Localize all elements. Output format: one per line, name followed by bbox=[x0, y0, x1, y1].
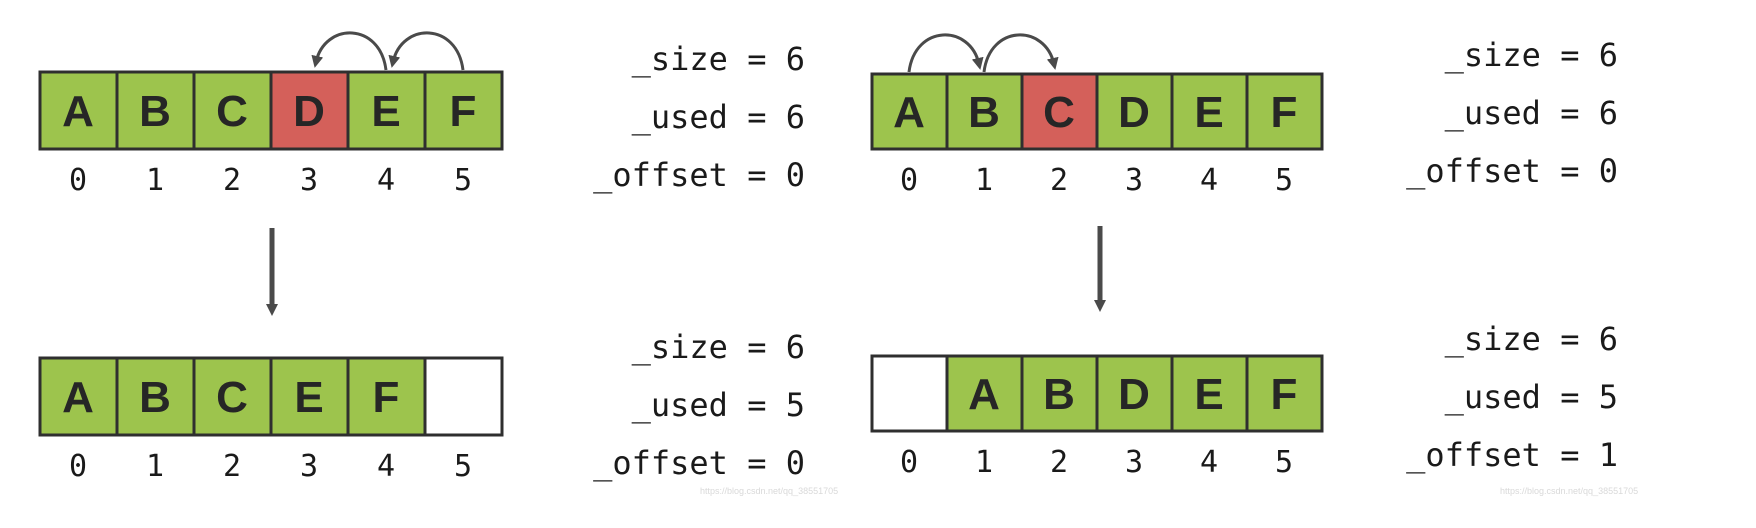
left-after-index-0: 0 bbox=[69, 449, 87, 484]
left-before-cell-label-5: F bbox=[450, 87, 477, 136]
left-before-cell-label-2: C bbox=[216, 87, 248, 136]
right-before-offset: _offset = 0 bbox=[1406, 152, 1618, 190]
left-before-cell-0 bbox=[38, 70, 119, 151]
right-before-cell-label-0: A bbox=[893, 88, 925, 137]
right-before-index-3: 3 bbox=[1125, 163, 1143, 198]
right-after-index-0: 0 bbox=[900, 445, 918, 480]
right-after-cell-label-5: F bbox=[1271, 370, 1298, 419]
right-after-cell-label-1: A bbox=[968, 370, 1000, 419]
left-before-cell-5 bbox=[423, 70, 504, 151]
right-before-index-4: 4 bbox=[1200, 163, 1218, 198]
left-before-cell-2 bbox=[192, 70, 273, 151]
right-after-cell-label-2: B bbox=[1043, 370, 1075, 419]
right-shift-arrow-a-to-b bbox=[907, 33, 984, 73]
left-after-cell-3 bbox=[269, 356, 350, 437]
right-before-index-5: 5 bbox=[1275, 163, 1293, 198]
left-after-cell-label-4: F bbox=[373, 373, 400, 422]
right-after-size: _size = 6 bbox=[1445, 320, 1618, 358]
left-before-array: A B C D E F 0 1 2 3 4 5 bbox=[38, 70, 504, 198]
right-before-cell-5 bbox=[1245, 72, 1324, 151]
left-watermark: https://blog.csdn.net/qq_38551705 bbox=[700, 486, 838, 496]
left-after-index-1: 1 bbox=[146, 449, 164, 484]
left-after-size: _size = 6 bbox=[632, 328, 805, 366]
left-before-size: _size = 6 bbox=[632, 40, 805, 78]
left-before-cell-label-0: A bbox=[62, 87, 94, 136]
right-before-used: _used = 6 bbox=[1445, 94, 1618, 132]
left-before-index-0: 0 bbox=[69, 163, 87, 198]
left-after-cell-label-2: C bbox=[216, 373, 248, 422]
right-before-index-1: 1 bbox=[975, 163, 993, 198]
right-before-cell-label-2: C bbox=[1043, 88, 1075, 137]
right-after-array: A B D E F 0 1 2 3 4 5 bbox=[870, 354, 1324, 480]
left-before-index-2: 2 bbox=[223, 163, 241, 198]
right-after-used: _used = 5 bbox=[1445, 378, 1618, 416]
left-before-cell-4 bbox=[346, 70, 427, 151]
left-after-index-4: 4 bbox=[377, 449, 395, 484]
left-before-index-1: 1 bbox=[146, 163, 164, 198]
right-before-cell-4 bbox=[1170, 72, 1249, 151]
right-before-index-0: 0 bbox=[900, 163, 918, 198]
left-before-index-5: 5 bbox=[454, 163, 472, 198]
right-after-cell-label-4: E bbox=[1194, 370, 1223, 419]
left-after-array: A B C E F 0 1 2 3 4 5 bbox=[38, 356, 504, 484]
left-after-cell-label-3: E bbox=[294, 373, 323, 422]
left-before-cell-label-4: E bbox=[371, 87, 400, 136]
left-after-cell-2 bbox=[192, 356, 273, 437]
left-before-index-4: 4 bbox=[377, 163, 395, 198]
left-after-used: _used = 5 bbox=[632, 386, 805, 424]
left-after-cell-4 bbox=[346, 356, 427, 437]
left-after-cell-5-empty bbox=[423, 356, 504, 437]
right-after-index-4: 4 bbox=[1200, 445, 1218, 480]
left-before-offset: _offset = 0 bbox=[593, 156, 805, 194]
right-after-cell-4 bbox=[1170, 354, 1249, 433]
left-after-index-5: 5 bbox=[454, 449, 472, 484]
left-before-index-3: 3 bbox=[300, 163, 318, 198]
right-shift-arrow-b-to-c bbox=[982, 33, 1059, 73]
right-before-cell-label-4: E bbox=[1194, 88, 1223, 137]
left-after-index-2: 2 bbox=[223, 449, 241, 484]
left-before-cell-1 bbox=[115, 70, 196, 151]
right-panel: A B C D E F 0 1 2 3 4 5 _size = 6 _used … bbox=[870, 33, 1638, 496]
left-panel: A B C D E F 0 1 2 3 4 5 _size = 6 _used … bbox=[38, 31, 838, 496]
right-after-index-1: 1 bbox=[975, 445, 993, 480]
right-before-array: A B C D E F 0 1 2 3 4 5 bbox=[870, 72, 1324, 198]
right-before-index-2: 2 bbox=[1050, 163, 1068, 198]
right-before-cell-label-3: D bbox=[1118, 88, 1150, 137]
right-watermark: https://blog.csdn.net/qq_38551705 bbox=[1500, 486, 1638, 496]
right-after-cell-label-3: D bbox=[1118, 370, 1150, 419]
right-before-cell-label-1: B bbox=[968, 88, 1000, 137]
right-after-cell-0-empty bbox=[870, 354, 949, 433]
left-before-cell-label-1: B bbox=[139, 87, 171, 136]
left-after-offset: _offset = 0 bbox=[593, 444, 805, 482]
right-after-index-3: 3 bbox=[1125, 445, 1143, 480]
right-after-index-5: 5 bbox=[1275, 445, 1293, 480]
left-shift-arrow-f-to-e bbox=[388, 31, 465, 71]
right-after-cell-5 bbox=[1245, 354, 1324, 433]
right-before-size: _size = 6 bbox=[1445, 36, 1618, 74]
right-before-cell-3 bbox=[1095, 72, 1174, 151]
right-before-cell-2-highlight bbox=[1020, 72, 1099, 151]
right-after-index-2: 2 bbox=[1050, 445, 1068, 480]
left-before-cell-label-3: D bbox=[293, 87, 325, 136]
left-shift-arrow-e-to-d bbox=[311, 31, 388, 71]
left-after-cell-label-0: A bbox=[62, 373, 94, 422]
right-after-cell-3 bbox=[1095, 354, 1174, 433]
right-after-offset: _offset = 1 bbox=[1406, 436, 1618, 474]
left-before-used: _used = 6 bbox=[632, 98, 805, 136]
right-before-cell-label-5: F bbox=[1271, 88, 1298, 137]
left-after-cell-label-1: B bbox=[139, 373, 171, 422]
left-after-index-3: 3 bbox=[300, 449, 318, 484]
